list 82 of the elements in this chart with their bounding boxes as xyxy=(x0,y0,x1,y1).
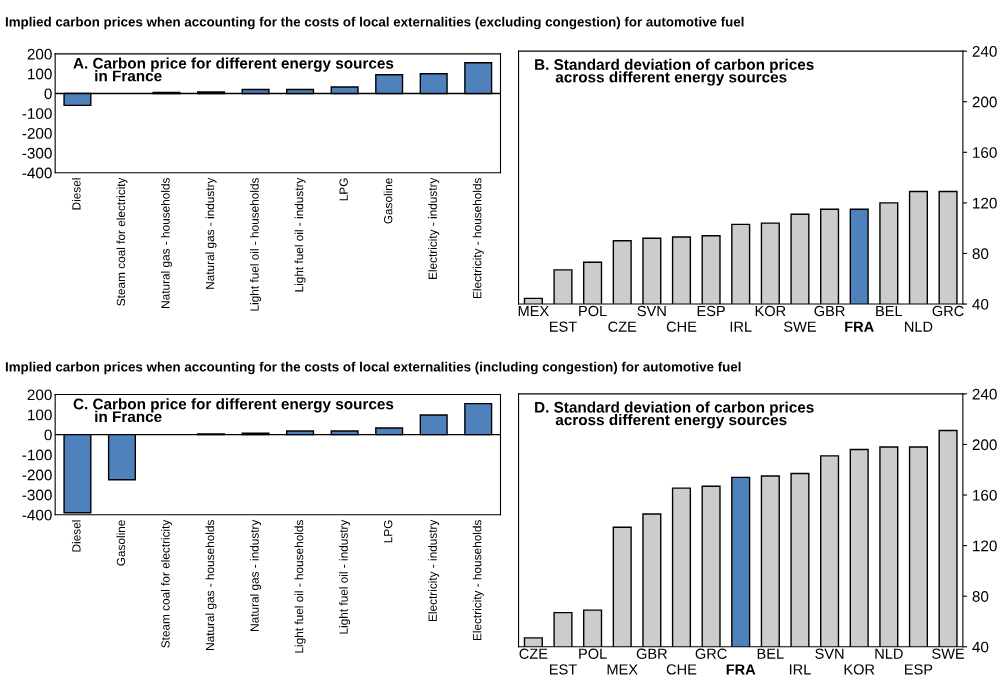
x-tick-label: LPG xyxy=(339,178,348,201)
y-tick-label: 200 xyxy=(972,439,997,451)
y-tick-label: -400 xyxy=(22,509,52,521)
y-tick-label: 200 xyxy=(27,48,52,60)
x-tick-label: Natural gas - households xyxy=(161,178,172,308)
text: D. Standard deviation of carbon prices across different energy sources xyxy=(535,401,814,429)
x-tick-label: Gasoline xyxy=(116,520,126,566)
x-tick-label: FRA xyxy=(845,321,874,332)
x-tick-label: Light fuel oil - industry xyxy=(294,177,306,292)
x-tick-label: EST xyxy=(550,664,577,675)
y-tick-label: 240 xyxy=(972,388,997,400)
x-tick-label: LPG xyxy=(383,520,393,543)
x-tick-label: SWE xyxy=(784,321,816,332)
y-tick-label: 160 xyxy=(973,489,997,501)
x-tick-label: Natural gas - households xyxy=(205,520,217,650)
x-tick-label: Gasoline xyxy=(383,178,393,224)
x-tick-label: GRC xyxy=(695,648,727,659)
x-tick-label: FRA xyxy=(726,664,756,675)
x-tick-label: POL xyxy=(579,305,607,317)
y-tick-label: -100 xyxy=(22,449,52,461)
y-tick-label: 0 xyxy=(44,88,52,100)
y-tick-label: 100 xyxy=(28,68,52,80)
x-tick-label: BEL xyxy=(876,305,903,316)
x-tick-label: POL xyxy=(579,648,607,659)
y-tick-label: -300 xyxy=(22,147,52,159)
x-tick-label: Steam coal for electricity xyxy=(161,519,172,648)
x-tick-label: Diesel xyxy=(71,520,81,552)
text: Implied carbon prices when accounting for the costs of local externalities (including congestion) for automotive fuel xyxy=(5,361,741,375)
x-tick-label: Steam coal for electricity xyxy=(116,177,128,306)
y-tick-label: 160 xyxy=(973,147,997,158)
x-tick-label: Light fuel oil - industry xyxy=(339,519,351,634)
x-tick-label: NLD xyxy=(905,321,933,332)
x-tick-label: GRC xyxy=(932,305,964,317)
x-tick-label: ESP xyxy=(697,305,725,317)
text: B. Standard deviation of carbon prices across different energy sources xyxy=(535,58,814,86)
x-tick-label: Electricity - households xyxy=(472,178,484,299)
text: A. Carbon price for different energy sources in France xyxy=(73,57,394,82)
x-tick-label: GBR xyxy=(636,648,667,659)
x-tick-label: CZE xyxy=(608,321,637,332)
x-tick-label: GBR xyxy=(814,305,845,317)
x-tick-label: Natural gas - industry xyxy=(250,519,262,631)
y-tick-label: -200 xyxy=(22,128,52,139)
y-tick-label: 40 xyxy=(972,641,989,653)
x-tick-label: CHE xyxy=(666,664,697,675)
y-tick-label: -200 xyxy=(22,469,52,481)
x-tick-label: Electricity - households xyxy=(472,520,484,641)
x-tick-label: MEX xyxy=(518,305,549,316)
y-tick-label: 80 xyxy=(972,248,989,260)
y-tick-label: 120 xyxy=(973,197,997,209)
x-tick-label: ESP xyxy=(905,664,933,675)
x-tick-label: KOR xyxy=(755,305,786,317)
y-tick-label: -300 xyxy=(22,489,52,501)
y-tick-label: 240 xyxy=(972,46,997,57)
x-tick-label: IRL xyxy=(789,664,811,675)
text: Implied carbon prices when accounting for the costs of local externalities (excluding congestion) for automotive fuel xyxy=(5,16,744,30)
text: C. Carbon price for different energy sources in France xyxy=(73,398,394,423)
x-tick-label: IRL xyxy=(730,321,752,332)
y-tick-label: 200 xyxy=(27,389,52,401)
x-tick-label: CZE xyxy=(519,648,548,659)
x-tick-label: Light fuel oil - households xyxy=(250,178,262,311)
x-tick-label: SVN xyxy=(637,305,666,317)
y-tick-label: 100 xyxy=(28,409,52,421)
y-tick-label: 0 xyxy=(44,429,52,441)
x-tick-label: EST xyxy=(550,321,577,332)
x-tick-label: Electricity - industry xyxy=(428,177,440,279)
x-tick-label: KOR xyxy=(844,664,875,675)
x-tick-label: MEX xyxy=(607,664,638,675)
x-tick-label: BEL xyxy=(757,648,784,659)
y-tick-label: 40 xyxy=(972,298,989,310)
x-tick-label: CHE xyxy=(666,321,697,332)
x-tick-label: Natural gas - industry xyxy=(205,177,217,289)
y-tick-label: -400 xyxy=(22,167,52,179)
y-tick-label: 200 xyxy=(972,96,997,108)
x-tick-label: SWE xyxy=(932,648,965,659)
x-tick-label: Diesel xyxy=(71,178,81,210)
x-tick-label: Electricity - industry xyxy=(428,519,440,622)
y-tick-label: 80 xyxy=(972,591,989,602)
y-tick-label: 120 xyxy=(973,540,997,552)
x-tick-label: Light fuel oil - households xyxy=(294,520,306,653)
y-tick-label: -100 xyxy=(22,108,52,120)
x-tick-label: SVN xyxy=(815,648,844,659)
x-tick-label: NLD xyxy=(875,648,903,659)
